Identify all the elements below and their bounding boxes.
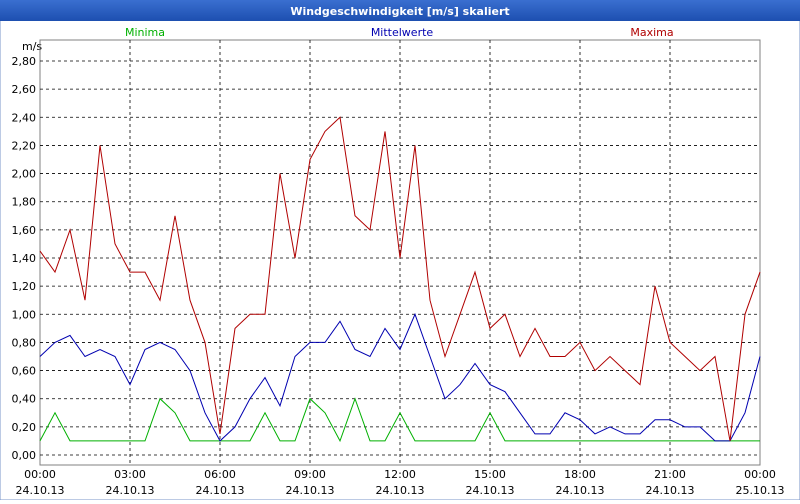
y-tick-label: 2,00: [12, 168, 37, 181]
x-tick-date: 24.10.13: [556, 484, 605, 497]
y-tick-label: 0,60: [12, 365, 37, 378]
y-tick-label: 2,20: [12, 139, 37, 152]
x-tick-date: 24.10.13: [196, 484, 245, 497]
y-tick-label: 0,80: [12, 336, 37, 349]
x-tick-date: 24.10.13: [376, 484, 425, 497]
y-tick-label: 1,40: [12, 252, 37, 265]
x-tick-label: 15:00: [474, 468, 506, 481]
x-tick-date: 24.10.13: [646, 484, 695, 497]
y-tick-label: 2,40: [12, 111, 37, 124]
x-tick-date: 24.10.13: [16, 484, 65, 497]
y-tick-label: 1,20: [12, 280, 37, 293]
legend-entry: Mittelwerte: [371, 26, 434, 39]
y-tick-label: 1,60: [12, 224, 37, 237]
chart-title: Windgeschwindigkeit [m/s] skaliert: [290, 5, 509, 18]
y-tick-label: 2,80: [12, 55, 37, 68]
y-axis-label: m/s: [22, 40, 42, 53]
data-line: [39, 397, 760, 443]
y-tick-label: 1,80: [12, 196, 37, 209]
x-tick-date: 24.10.13: [466, 484, 515, 497]
x-tick-date: 24.10.13: [286, 484, 335, 497]
x-tick-label: 09:00: [294, 468, 326, 481]
x-tick-label: 21:00: [654, 468, 686, 481]
x-tick-label: 18:00: [564, 468, 596, 481]
x-tick-label: 06:00: [204, 468, 236, 481]
x-tick-label: 00:00: [744, 468, 776, 481]
y-tick-label: 1,00: [12, 308, 37, 321]
data-line: [39, 116, 761, 441]
y-tick-label: 2,60: [12, 83, 37, 96]
y-tick-label: 0,20: [12, 421, 37, 434]
x-tick-date: 24.10.13: [106, 484, 155, 497]
title-bar: [0, 0, 800, 21]
x-tick-label: 00:00: [24, 468, 56, 481]
y-tick-label: 0,40: [12, 393, 37, 406]
x-tick-date: 25.10.13: [736, 484, 785, 497]
x-tick-label: 03:00: [114, 468, 146, 481]
legend-entry: Minima: [125, 26, 165, 39]
x-tick-label: 12:00: [384, 468, 416, 481]
legend-entry: Maxima: [630, 26, 673, 39]
data-line: [39, 312, 761, 442]
y-tick-label: 0,00: [12, 449, 37, 462]
